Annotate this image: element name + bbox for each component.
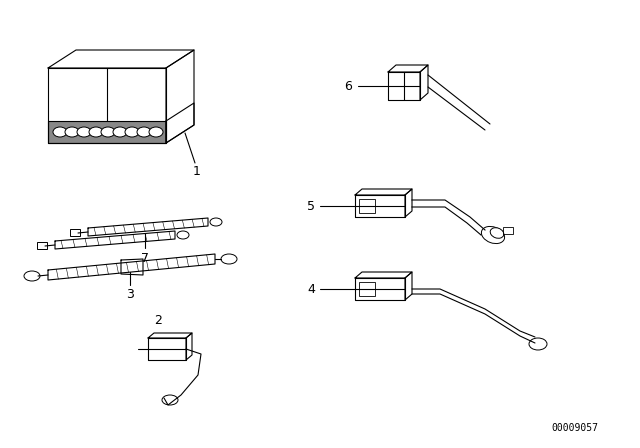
- Ellipse shape: [89, 127, 103, 137]
- Ellipse shape: [137, 127, 151, 137]
- Text: 1: 1: [193, 164, 201, 177]
- Ellipse shape: [77, 127, 91, 137]
- Text: 6: 6: [344, 79, 352, 92]
- Ellipse shape: [490, 228, 504, 238]
- Bar: [48, 121, 166, 143]
- Bar: [359, 199, 375, 213]
- Ellipse shape: [65, 127, 79, 137]
- Bar: [503, 227, 513, 234]
- Text: 2: 2: [154, 314, 162, 327]
- Text: 3: 3: [126, 288, 134, 301]
- Text: 5: 5: [307, 199, 315, 212]
- Bar: [70, 229, 80, 236]
- Ellipse shape: [101, 127, 115, 137]
- Bar: [48, 121, 166, 143]
- Bar: [359, 282, 375, 296]
- Ellipse shape: [149, 127, 163, 137]
- Ellipse shape: [125, 127, 139, 137]
- Text: 4: 4: [307, 283, 315, 296]
- Ellipse shape: [113, 127, 127, 137]
- Ellipse shape: [53, 127, 67, 137]
- Text: 00009057: 00009057: [552, 423, 598, 433]
- Text: 7: 7: [141, 251, 149, 264]
- Bar: [37, 242, 47, 249]
